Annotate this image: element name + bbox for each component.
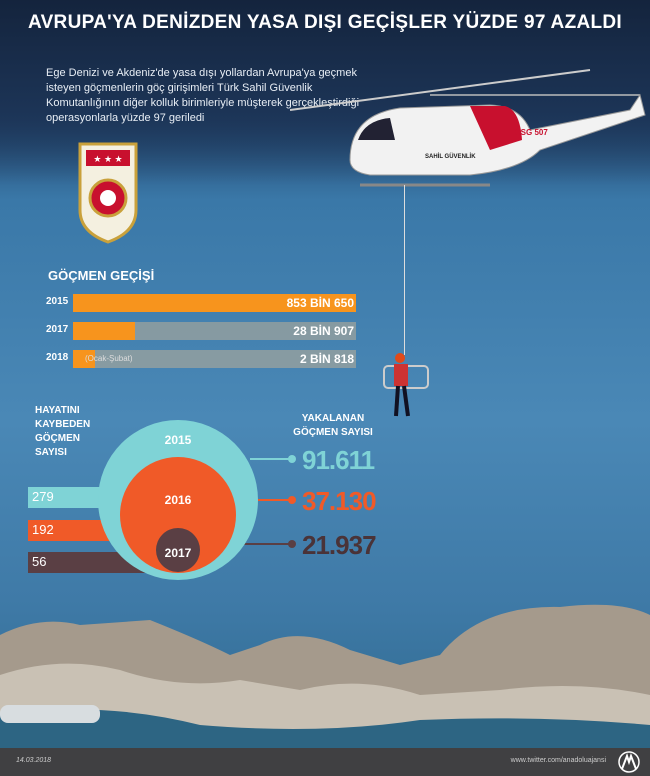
circle-label-2016: 2016 [165,493,192,507]
bar-year-label: 2015 [46,296,69,307]
rescuer-image [383,353,429,417]
intro-text: Ege Denizi ve Akdeniz'de yasa dışı yolla… [46,67,360,124]
page-title: AVRUPA'YA DENİZDEN YASA DIŞI GEÇİŞLER YÜ… [27,12,623,33]
bar-row-2017: 2017 28 BİN 907 [40,322,360,340]
svg-text:SAHİL GÜVENLİK: SAHİL GÜVENLİK [425,153,476,160]
svg-text:TCSG 507: TCSG 507 [510,128,548,137]
dot-2017 [288,540,296,548]
caught-value-2016: 37.130 [302,486,377,516]
deaths-title: HAYATINI KAYBEDEN GÖÇMEN SAYISI [35,405,91,458]
crossings-chart-title: GÖÇMEN GEÇİŞİ [48,268,155,283]
circle-label-2015: 2015 [165,433,192,447]
circle-label-2017: 2017 [165,546,192,560]
bar-fill [73,322,135,340]
dot-2015 [288,455,296,463]
bar-fill [73,294,356,312]
deaths-bar-2016: 192 [28,520,123,541]
bar-row-2015: 2015 853 BİN 650 [40,294,360,312]
bar-value-label: 2 BİN 818 [299,352,354,366]
anadolu-agency-logo [618,751,640,773]
caught-value-2017: 21.937 [302,530,377,560]
footer-site-link[interactable]: www.twitter.com/anadoluajansi [510,757,606,764]
bar-note: (Ocak-Şubat) [85,354,133,363]
helicopter-image: TCSG 507 SAHİL GÜVENLİK [290,69,646,187]
dot-2016 [288,496,296,504]
bar-year-label: 2017 [46,324,69,335]
bar-fill [73,350,95,368]
bar-value-label: 28 BİN 907 [293,324,354,338]
footer-date: 14.03.2018 [16,757,52,764]
svg-text:★ ★ ★: ★ ★ ★ [93,154,122,164]
coast-guard-emblem: ★ ★ ★ [78,142,138,244]
bar-track [73,322,356,340]
deaths-bar-2015: 279 [28,487,100,508]
footer: 14.03.2018 www.twitter.com/anadoluajansi [0,748,650,776]
caught-value-2015: 91.611 [302,445,375,475]
bar-value-label: 853 BİN 650 [286,296,354,310]
caught-title: YAKALANAN GÖÇMEN SAYISI [293,413,373,438]
circle-2017 [156,528,200,572]
bubble-chart: HAYATINI KAYBEDEN GÖÇMEN SAYISI YAKALANA… [0,390,650,590]
bar-year-label: 2018 [46,352,69,363]
circle-2016 [120,457,236,573]
bar-row-2018: 2018 (Ocak-Şubat) 2 BİN 818 [40,350,360,368]
bar-track [73,350,356,368]
rocky-shore-image [0,604,650,748]
rescue-rope [404,185,405,355]
